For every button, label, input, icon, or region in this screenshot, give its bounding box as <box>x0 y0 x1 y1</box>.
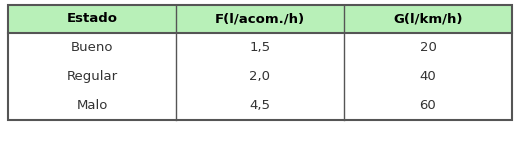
Bar <box>176 5 344 33</box>
Text: G(l/km/h): G(l/km/h) <box>393 12 463 25</box>
Bar <box>344 5 512 33</box>
Bar <box>8 5 176 33</box>
Text: F(l/acom./h): F(l/acom./h) <box>215 12 305 25</box>
Text: Malo: Malo <box>76 99 108 112</box>
Text: 60: 60 <box>420 99 436 112</box>
Text: 40: 40 <box>420 70 436 83</box>
Bar <box>8 5 512 120</box>
Text: Estado: Estado <box>67 12 118 25</box>
Text: 2,0: 2,0 <box>250 70 270 83</box>
Text: 4,5: 4,5 <box>250 99 270 112</box>
Text: Regular: Regular <box>67 70 118 83</box>
Text: 1,5: 1,5 <box>250 41 270 54</box>
Text: 20: 20 <box>420 41 436 54</box>
Text: Bueno: Bueno <box>71 41 113 54</box>
